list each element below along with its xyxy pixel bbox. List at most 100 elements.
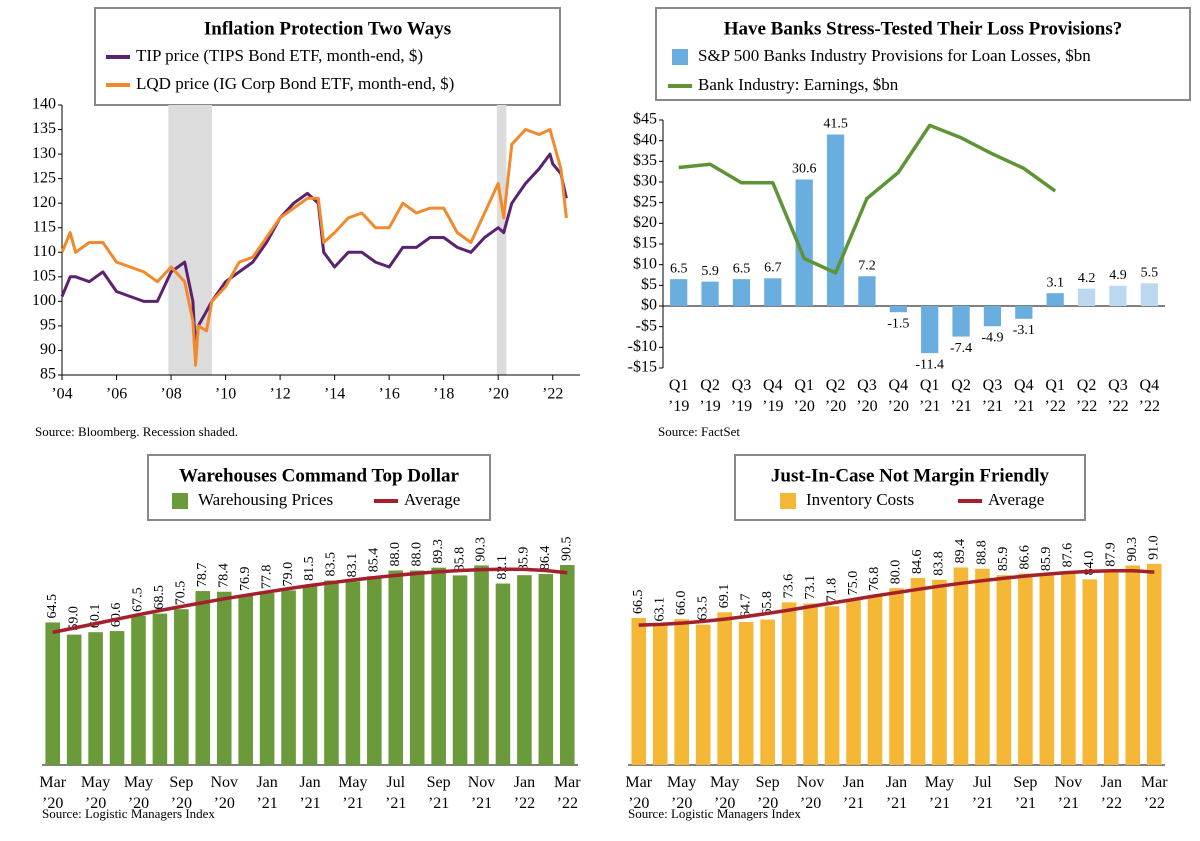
y-tick-label: $5	[641, 276, 657, 293]
data-label: 68.5	[152, 585, 167, 610]
y-tick-label: $40	[633, 131, 657, 148]
legend-label: Average	[404, 490, 460, 509]
bar	[409, 570, 425, 765]
x-tick-label: Q3’22	[1107, 377, 1128, 415]
x-tick-label: Nov ’20	[210, 774, 238, 812]
y-tick-label: 110	[33, 243, 56, 260]
bar	[1103, 570, 1119, 765]
bar	[1018, 573, 1033, 765]
x-tick-label: Mar ’20	[39, 774, 66, 812]
x-tick-label: May ’20	[81, 774, 110, 812]
data-label: 85.9	[517, 547, 532, 572]
bar	[695, 624, 711, 765]
bar	[738, 622, 754, 765]
x-tick-label: ’10	[215, 386, 236, 403]
chart-title: Just-In-Case Not Margin Friendly	[771, 465, 1050, 486]
bar	[826, 134, 845, 306]
bar	[517, 575, 532, 765]
bar	[1061, 571, 1076, 765]
data-label: 73.6	[781, 574, 796, 599]
data-label: 69.1	[717, 584, 732, 609]
x-tick-label: ’16	[378, 386, 399, 403]
data-label: 84.0	[1082, 551, 1097, 576]
bar	[670, 279, 688, 306]
y-tick-label: $0	[641, 297, 657, 314]
data-label: 83.1	[345, 553, 360, 578]
bar	[559, 564, 575, 765]
chart-panel: Just-In-Case Not Margin Friendly Source: …	[625, 454, 1168, 821]
x-tick-label: Sep ’20	[169, 774, 193, 812]
bar	[174, 609, 189, 765]
data-label: 41.5	[823, 117, 848, 132]
bar	[538, 574, 554, 765]
data-label: -3.1	[1013, 323, 1035, 338]
y-tick-label: 135	[32, 120, 56, 137]
bar	[952, 306, 970, 337]
y-tick-label: $25	[633, 193, 657, 210]
data-label: 86.4	[538, 546, 553, 571]
bar	[88, 632, 103, 765]
bar	[324, 580, 339, 765]
x-tick-label: Mar ’22	[1141, 774, 1168, 812]
data-label: 5.9	[701, 264, 719, 279]
data-label: 87.6	[1061, 543, 1076, 568]
x-tick-label: Q3’19	[731, 377, 752, 415]
x-tick-label: Q4’22	[1139, 377, 1160, 415]
title-box	[655, 7, 1191, 101]
x-tick-label: ’04	[51, 386, 72, 403]
x-tick-label: Q2’20	[825, 377, 846, 415]
bar	[764, 278, 782, 306]
x-tick-label: Q3’20	[856, 377, 877, 415]
data-label: 85.8	[452, 547, 467, 572]
data-label: 6.5	[733, 261, 751, 276]
y-tick-label: 120	[32, 194, 56, 211]
recession-shade	[496, 105, 507, 375]
bar	[701, 281, 719, 306]
x-tick-label: Sep ’21	[1013, 774, 1037, 812]
y-tick-label: 85	[40, 366, 56, 383]
y-tick-label: $45	[633, 111, 657, 128]
bar	[846, 599, 861, 765]
series-line	[52, 567, 568, 635]
bar	[652, 625, 668, 765]
y-tick-label: 105	[32, 267, 56, 284]
y-tick-label: $30	[633, 173, 657, 190]
x-tick-label: Jan ’22	[514, 774, 535, 812]
y-tick-label: -$5	[636, 317, 657, 334]
data-label: 90.5	[559, 536, 574, 561]
chart-panel: Warehouses Command Top Dollar Source: Log…	[39, 454, 581, 821]
bar	[1125, 565, 1141, 765]
data-label: 78.7	[195, 563, 210, 588]
x-tick-label: Sep ’20	[756, 774, 780, 812]
legend-label: Warehousing Prices	[198, 490, 333, 509]
data-label: 77.8	[259, 565, 274, 590]
bar	[131, 615, 146, 765]
x-tick-label: Q2’22	[1076, 377, 1097, 415]
y-tick-label: 125	[32, 169, 56, 186]
bar	[975, 568, 990, 765]
bar	[717, 612, 732, 765]
bar	[302, 584, 318, 765]
x-tick-label: May ’20	[124, 774, 153, 812]
legend-swatch	[672, 49, 688, 65]
bar	[1082, 579, 1098, 765]
data-label: 60.6	[109, 603, 124, 628]
data-label: 83.5	[324, 552, 339, 577]
x-tick-label: Q1’19	[668, 377, 689, 415]
y-tick-label: 140	[32, 96, 56, 113]
series-line	[638, 568, 1155, 627]
bar	[452, 575, 468, 765]
y-tick-label: 130	[32, 145, 56, 162]
bar	[631, 618, 647, 765]
data-label: 90.3	[1125, 537, 1140, 562]
x-tick-label: Q4’21	[1013, 377, 1034, 415]
bar	[474, 565, 489, 765]
x-tick-label: ’18	[433, 386, 454, 403]
bar	[1146, 563, 1162, 765]
bar	[889, 588, 904, 765]
recession-shade	[168, 105, 212, 375]
x-tick-label: May ’20	[667, 774, 696, 812]
x-tick-label: Q2’21	[950, 377, 971, 415]
data-label: 65.8	[760, 591, 775, 616]
bar	[1140, 283, 1158, 306]
